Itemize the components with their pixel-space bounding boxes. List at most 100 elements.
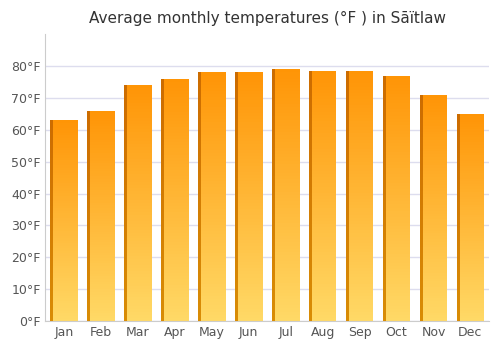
Bar (420, 208, 423, 211)
Bar (87, 263, 90, 266)
Bar (309, 227, 336, 230)
Bar (456, 178, 484, 181)
Bar (50, 188, 53, 190)
Bar (161, 260, 188, 264)
Bar (309, 318, 336, 321)
Bar (50, 301, 78, 303)
Bar (456, 272, 460, 274)
Bar (161, 97, 188, 100)
Bar (124, 292, 152, 294)
Bar (87, 179, 90, 182)
Bar (272, 69, 299, 72)
Bar (235, 200, 262, 203)
Bar (346, 271, 374, 274)
Bar (50, 125, 78, 128)
Bar (456, 293, 484, 295)
Bar (87, 271, 115, 274)
Bar (420, 214, 423, 216)
Bar (161, 158, 188, 161)
Bar (382, 79, 386, 82)
Bar (87, 116, 90, 119)
Bar (346, 246, 349, 249)
Bar (235, 315, 262, 318)
Bar (124, 186, 128, 188)
Bar (382, 82, 410, 85)
Bar (161, 91, 188, 94)
Bar (346, 180, 349, 183)
Bar (235, 250, 262, 253)
Bar (50, 248, 78, 251)
Bar (198, 113, 226, 116)
Bar (346, 312, 374, 315)
Bar (309, 136, 312, 140)
Bar (456, 137, 460, 140)
Bar (50, 301, 53, 303)
Bar (272, 161, 299, 164)
Bar (272, 227, 299, 230)
Bar (50, 170, 78, 173)
Bar (198, 97, 226, 100)
Bar (420, 270, 448, 273)
Bar (346, 293, 374, 296)
Bar (272, 135, 275, 139)
Bar (420, 123, 423, 126)
Bar (87, 171, 115, 174)
Bar (87, 211, 90, 213)
Bar (420, 143, 423, 146)
Bar (456, 303, 460, 306)
Bar (346, 83, 349, 86)
Bar (235, 72, 262, 76)
Bar (272, 173, 299, 176)
Bar (124, 144, 128, 147)
Bar (198, 281, 201, 284)
Bar (382, 226, 386, 229)
Bar (124, 103, 152, 106)
Bar (309, 140, 336, 143)
Bar (309, 162, 312, 165)
Bar (420, 191, 423, 194)
Bar (382, 128, 410, 131)
Bar (420, 253, 423, 256)
Bar (346, 284, 349, 287)
Bar (87, 292, 90, 295)
Bar (87, 279, 90, 282)
Bar (309, 112, 336, 115)
Bar (309, 83, 336, 86)
Bar (309, 190, 312, 193)
Bar (456, 163, 460, 166)
Bar (420, 148, 423, 151)
Bar (198, 318, 201, 321)
Bar (87, 184, 115, 187)
Bar (235, 212, 262, 215)
Bar (161, 112, 164, 115)
Bar (346, 108, 374, 112)
Bar (235, 160, 262, 163)
Bar (198, 138, 201, 141)
Bar (87, 237, 90, 239)
Bar (87, 221, 90, 224)
Bar (161, 155, 188, 158)
Bar (309, 96, 312, 99)
Bar (235, 231, 238, 234)
Bar (456, 261, 484, 264)
Bar (346, 202, 374, 205)
Bar (124, 318, 128, 321)
Bar (456, 277, 460, 280)
Bar (309, 80, 336, 83)
Bar (309, 196, 336, 199)
Bar (272, 255, 299, 258)
Bar (50, 286, 53, 288)
Bar (198, 169, 201, 172)
Bar (309, 140, 312, 143)
Bar (420, 103, 423, 106)
Bar (235, 290, 238, 293)
Bar (198, 85, 226, 88)
Bar (420, 202, 448, 205)
Bar (161, 270, 188, 273)
Bar (235, 97, 238, 100)
Bar (87, 150, 90, 153)
Bar (50, 256, 53, 258)
Bar (235, 306, 262, 309)
Bar (346, 177, 374, 180)
Bar (272, 271, 275, 274)
